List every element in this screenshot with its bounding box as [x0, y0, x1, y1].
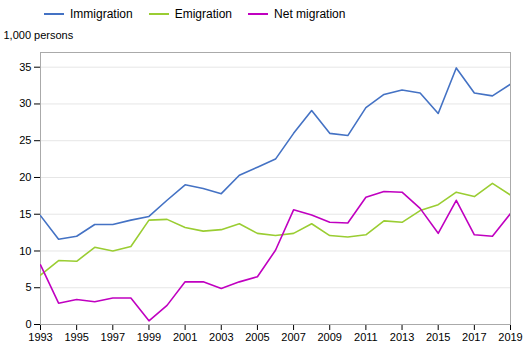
- svg-text:2005: 2005: [245, 331, 269, 343]
- svg-text:30: 30: [19, 97, 31, 109]
- svg-text:35: 35: [19, 61, 31, 73]
- svg-text:25: 25: [19, 134, 31, 146]
- svg-text:5: 5: [25, 281, 31, 293]
- svg-text:10: 10: [19, 245, 31, 257]
- svg-text:1997: 1997: [101, 331, 125, 343]
- html-text:Immigration: Immigration: [70, 7, 133, 21]
- svg-text:2017: 2017: [462, 331, 486, 343]
- svg-text:0: 0: [25, 318, 31, 330]
- svg-text:2019: 2019: [498, 331, 522, 343]
- svg-text:2001: 2001: [173, 331, 197, 343]
- html-text:Net migration: Net migration: [274, 7, 346, 21]
- svg-text:2015: 2015: [426, 331, 450, 343]
- svg-text:2003: 2003: [209, 331, 233, 343]
- svg-text:2013: 2013: [390, 331, 414, 343]
- svg-text:2011: 2011: [354, 331, 378, 343]
- svg-text:1999: 1999: [137, 331, 161, 343]
- svg-text:1,000 persons: 1,000 persons: [4, 29, 74, 41]
- svg-text:2007: 2007: [281, 331, 305, 343]
- svg-text:1993: 1993: [28, 331, 52, 343]
- html-text:Emigration: Emigration: [174, 7, 232, 21]
- svg-text:1995: 1995: [64, 331, 88, 343]
- svg-text:2009: 2009: [317, 331, 341, 343]
- svg-text:15: 15: [19, 208, 31, 220]
- svg-text:20: 20: [19, 171, 31, 183]
